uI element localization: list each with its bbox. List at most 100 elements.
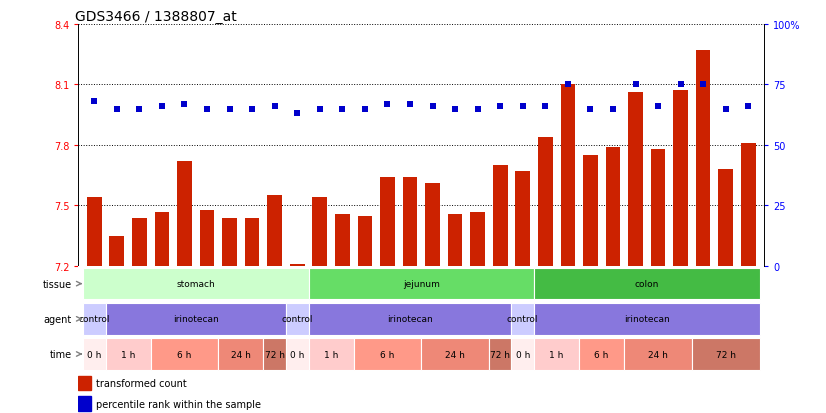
- Bar: [673, 91, 688, 266]
- Point: [178, 101, 191, 108]
- Bar: [286, 303, 308, 335]
- Text: 0 h: 0 h: [515, 350, 530, 358]
- Bar: [110, 236, 124, 266]
- Bar: [268, 196, 282, 266]
- Text: irinotecan: irinotecan: [624, 315, 670, 323]
- Bar: [83, 303, 106, 335]
- Bar: [150, 338, 218, 370]
- Text: 0 h: 0 h: [290, 350, 305, 358]
- Bar: [308, 303, 511, 335]
- Bar: [741, 144, 756, 266]
- Bar: [286, 338, 308, 370]
- Point: [516, 104, 529, 110]
- Bar: [354, 338, 421, 370]
- Text: 1 h: 1 h: [324, 350, 338, 358]
- Bar: [218, 338, 263, 370]
- Bar: [719, 170, 733, 266]
- Text: transformed count: transformed count: [96, 378, 187, 388]
- Text: control: control: [78, 315, 110, 323]
- Bar: [425, 184, 440, 266]
- Text: stomach: stomach: [177, 280, 215, 288]
- Bar: [78, 376, 91, 390]
- Text: 1 h: 1 h: [549, 350, 564, 358]
- Text: 6 h: 6 h: [595, 350, 609, 358]
- Point: [381, 101, 394, 108]
- Bar: [177, 162, 192, 266]
- Bar: [695, 51, 710, 266]
- Bar: [290, 264, 305, 266]
- Point: [561, 82, 574, 88]
- Bar: [263, 338, 286, 370]
- Text: 72 h: 72 h: [715, 350, 736, 358]
- Bar: [629, 93, 643, 266]
- Point: [629, 82, 642, 88]
- Point: [449, 106, 462, 113]
- Point: [584, 106, 597, 113]
- Bar: [87, 198, 102, 266]
- Bar: [651, 150, 666, 266]
- Point: [652, 104, 665, 110]
- Bar: [605, 147, 620, 266]
- Bar: [534, 268, 760, 300]
- Text: 24 h: 24 h: [445, 350, 465, 358]
- Text: percentile rank within the sample: percentile rank within the sample: [96, 399, 261, 409]
- Bar: [380, 178, 395, 266]
- Bar: [402, 178, 417, 266]
- Bar: [106, 338, 150, 370]
- Text: time: time: [50, 349, 72, 359]
- Text: 1 h: 1 h: [121, 350, 135, 358]
- Text: control: control: [507, 315, 539, 323]
- Bar: [448, 214, 463, 266]
- Bar: [538, 138, 553, 266]
- Text: jejunum: jejunum: [403, 280, 439, 288]
- Point: [742, 104, 755, 110]
- Text: tissue: tissue: [42, 279, 72, 289]
- Bar: [132, 218, 147, 266]
- Point: [471, 106, 484, 113]
- Bar: [106, 303, 286, 335]
- Text: 0 h: 0 h: [87, 350, 102, 358]
- Text: 24 h: 24 h: [648, 350, 668, 358]
- Bar: [511, 338, 534, 370]
- Point: [494, 104, 507, 110]
- Bar: [312, 198, 327, 266]
- Text: GDS3466 / 1388807_at: GDS3466 / 1388807_at: [75, 10, 237, 24]
- Point: [88, 99, 101, 105]
- Point: [245, 106, 259, 113]
- Point: [719, 106, 733, 113]
- Bar: [358, 216, 373, 266]
- Bar: [470, 212, 485, 266]
- Text: 24 h: 24 h: [231, 350, 251, 358]
- Bar: [489, 338, 511, 370]
- Text: 72 h: 72 h: [490, 350, 510, 358]
- Bar: [83, 338, 106, 370]
- Text: irinotecan: irinotecan: [173, 315, 219, 323]
- Bar: [511, 303, 534, 335]
- Bar: [83, 268, 308, 300]
- Bar: [308, 268, 534, 300]
- Bar: [692, 338, 760, 370]
- Bar: [335, 214, 349, 266]
- Text: agent: agent: [43, 314, 72, 324]
- Point: [606, 106, 620, 113]
- Bar: [624, 338, 692, 370]
- Point: [133, 106, 146, 113]
- Point: [426, 104, 439, 110]
- Bar: [515, 172, 530, 266]
- Bar: [244, 218, 259, 266]
- Bar: [421, 338, 489, 370]
- Bar: [561, 85, 575, 266]
- Bar: [583, 156, 598, 266]
- Bar: [579, 338, 624, 370]
- Point: [291, 111, 304, 117]
- Point: [268, 104, 282, 110]
- Bar: [308, 338, 354, 370]
- Point: [223, 106, 236, 113]
- Text: 6 h: 6 h: [178, 350, 192, 358]
- Bar: [534, 303, 760, 335]
- Bar: [78, 396, 91, 411]
- Point: [313, 106, 326, 113]
- Text: irinotecan: irinotecan: [387, 315, 433, 323]
- Point: [201, 106, 214, 113]
- Text: colon: colon: [634, 280, 659, 288]
